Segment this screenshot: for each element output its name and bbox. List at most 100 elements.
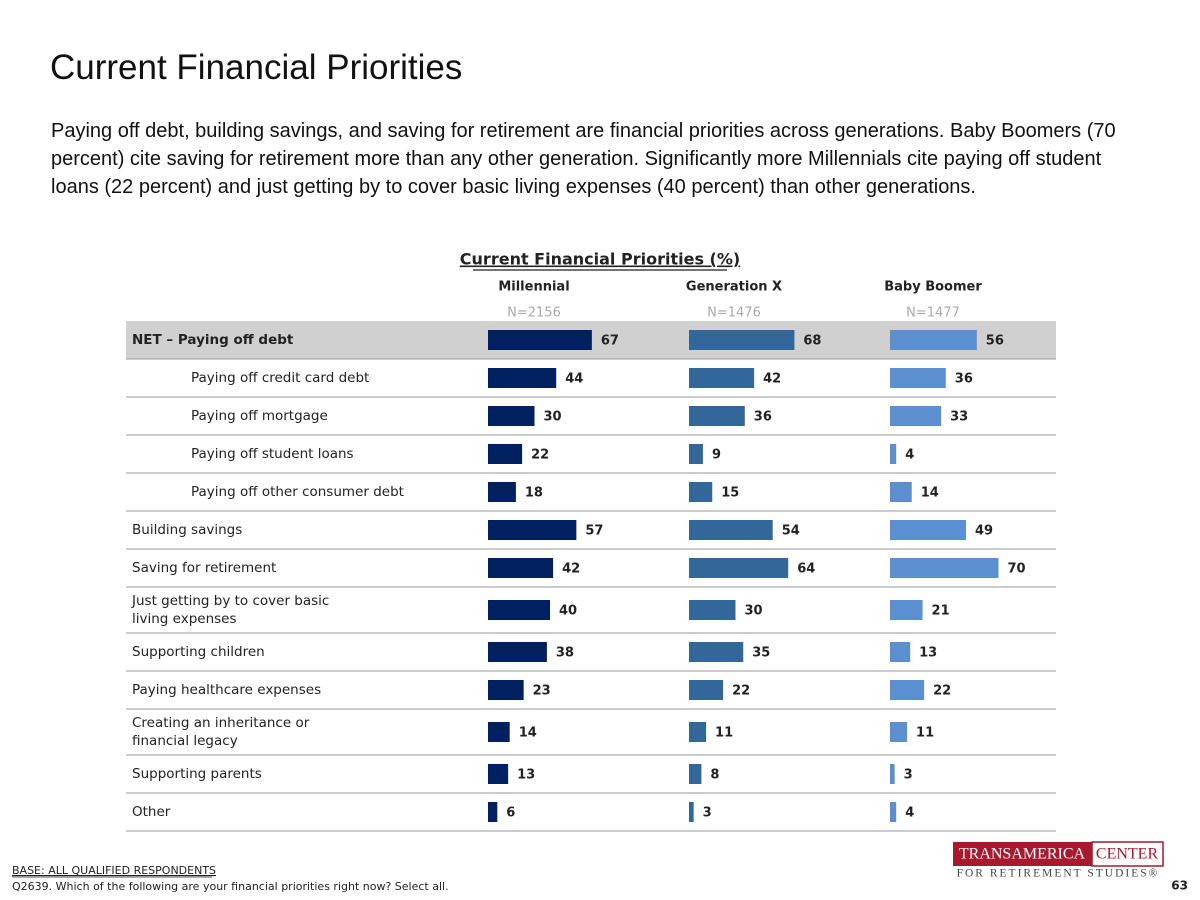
value-label: 21: [932, 604, 950, 619]
bar: [488, 722, 510, 742]
value-label: 14: [921, 486, 939, 501]
value-label: 4: [905, 448, 914, 463]
value-label: 54: [782, 524, 800, 539]
bar: [689, 368, 755, 388]
value-label: 4: [905, 806, 914, 821]
bar: [890, 680, 925, 700]
bar: [689, 680, 724, 700]
row-label: Paying off credit card debt: [191, 370, 369, 386]
value-label: 38: [556, 646, 574, 661]
value-label: 8: [710, 768, 719, 783]
value-label: 35: [752, 646, 770, 661]
bar: [890, 802, 897, 822]
bar: [689, 330, 795, 350]
value-label: 70: [1008, 562, 1026, 577]
bar: [488, 600, 550, 620]
bar: [689, 482, 713, 502]
bar: [689, 444, 703, 464]
row-label: NET – Paying off debt: [132, 332, 294, 348]
row-label: Saving for retirement: [132, 560, 276, 576]
value-label: 18: [525, 486, 543, 501]
description: Paying off debt, building savings, and s…: [51, 120, 1116, 198]
value-label: 14: [519, 726, 537, 741]
value-label: 13: [919, 646, 937, 661]
bar: [488, 520, 577, 540]
series-name: Baby Boomer: [884, 280, 982, 295]
bar: [890, 600, 923, 620]
row-label: Building savings: [132, 522, 242, 538]
logo-tagline: FOR RETIREMENT STUDIES®: [957, 868, 1160, 880]
row-label: Supporting parents: [132, 766, 262, 782]
footer-base: BASE: ALL QUALIFIED RESPONDENTS: [12, 864, 216, 877]
sample-size: N=2156: [507, 306, 561, 321]
logo-box: [953, 842, 1092, 866]
value-label: 40: [559, 604, 577, 619]
value-label: 68: [803, 334, 821, 349]
value-label: 3: [703, 806, 712, 821]
value-label: 22: [732, 684, 750, 699]
row-label: Creating an inheritance or financial lega…: [132, 715, 310, 749]
bar: [890, 642, 911, 662]
row-label: Other: [132, 804, 171, 820]
bar: [488, 558, 554, 578]
row-label: Paying healthcare expenses: [132, 682, 321, 698]
value-label: 11: [916, 726, 934, 741]
row-label: Just getting by to cover basic living exp…: [131, 593, 329, 627]
value-label: 33: [950, 410, 968, 425]
bar: [890, 558, 999, 578]
value-label: 67: [601, 334, 619, 349]
bar: [890, 482, 912, 502]
row-label: Paying off other consumer debt: [191, 484, 404, 500]
bar: [488, 764, 509, 784]
value-label: 11: [715, 726, 733, 741]
series-name: Generation X: [686, 280, 782, 295]
bar: [689, 600, 736, 620]
value-label: 56: [986, 334, 1004, 349]
row-label: Paying off mortgage: [191, 408, 328, 424]
value-label: 42: [763, 372, 781, 387]
bar: [488, 482, 516, 502]
value-label: 30: [745, 604, 763, 619]
value-label: 13: [517, 768, 535, 783]
bar: [689, 722, 707, 742]
value-label: 49: [975, 524, 993, 539]
logo-name: TRANSAMERICA: [959, 846, 1086, 863]
value-label: 57: [585, 524, 603, 539]
row-label: Paying off student loans: [191, 446, 354, 462]
logo-box: [1091, 841, 1164, 867]
logo-center: CENTER: [1096, 846, 1159, 863]
bar: [488, 444, 523, 464]
bar: [890, 368, 946, 388]
value-label: 22: [531, 448, 549, 463]
bar: [488, 330, 592, 350]
bar: [890, 330, 977, 350]
value-label: 30: [544, 410, 562, 425]
bar: [890, 406, 942, 426]
bar: [890, 764, 895, 784]
sample-size: N=1477: [906, 306, 960, 321]
row-label: Supporting children: [132, 644, 265, 660]
chart-title: Current Financial Priorities (%): [460, 250, 740, 269]
bar: [689, 764, 702, 784]
bar: [689, 558, 789, 578]
bar: [689, 642, 744, 662]
sample-size: N=1476: [707, 306, 761, 321]
page-title: Current Financial Priorities: [50, 48, 463, 87]
value-label: 36: [955, 372, 973, 387]
page-number: 63: [1171, 879, 1188, 893]
value-label: 3: [904, 768, 913, 783]
value-label: 23: [533, 684, 551, 699]
bar: [689, 802, 694, 822]
bar: [689, 520, 773, 540]
value-label: 15: [721, 486, 739, 501]
bar: [890, 722, 908, 742]
value-label: 42: [562, 562, 580, 577]
bar: [488, 642, 547, 662]
bar: [890, 444, 897, 464]
series-name: Millennial: [498, 280, 569, 295]
value-label: 64: [797, 562, 815, 577]
value-label: 36: [754, 410, 772, 425]
bar: [488, 802, 498, 822]
